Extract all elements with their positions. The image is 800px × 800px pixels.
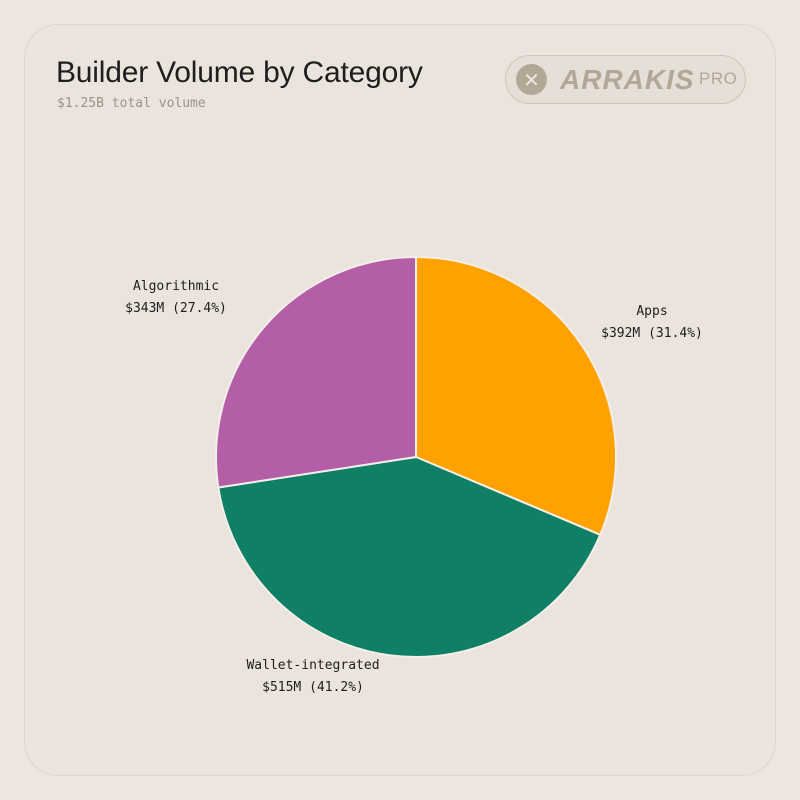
brand-name: ARRAKIS — [560, 64, 695, 95]
x-logo-icon: ✕ — [516, 64, 547, 95]
pie-slice-apps — [415, 255, 617, 537]
slice-name-label: Apps — [636, 304, 667, 319]
slice-name-label: Algorithmic — [133, 279, 219, 294]
slice-value-label: $392M (31.4%) — [601, 326, 703, 341]
pie-slice-algorithmic — [215, 255, 417, 489]
brand-badge: ✕ ARRAKIS PRO — [505, 55, 746, 104]
chart-subtitle: $1.25B total volume — [57, 96, 206, 111]
pie-slice-wallet-integrated — [217, 455, 602, 658]
slice-value-label: $515M (41.2%) — [262, 680, 364, 695]
chart-title: Builder Volume by Category — [56, 56, 423, 89]
brand-tier: PRO — [699, 69, 738, 88]
slice-value-label: $343M (27.4%) — [125, 301, 227, 316]
slice-name-label: Wallet-integrated — [246, 658, 379, 673]
